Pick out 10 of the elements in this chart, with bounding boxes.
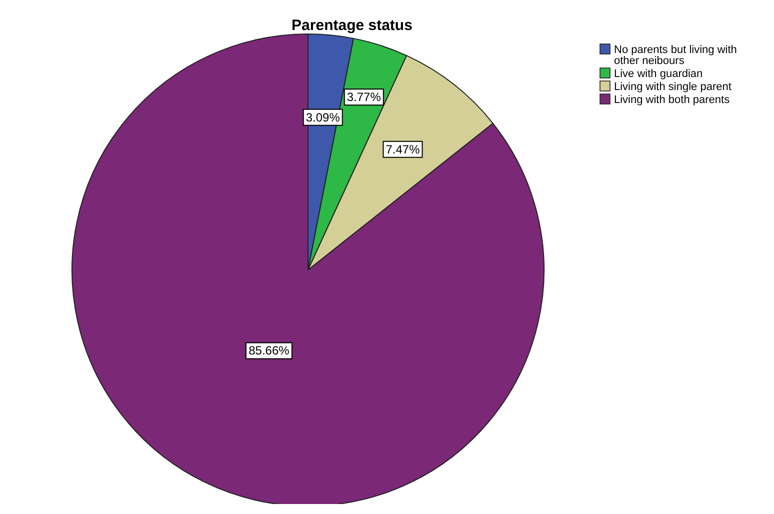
chart-title: Parentage status bbox=[292, 17, 412, 34]
data-label: 85.66% bbox=[248, 344, 290, 358]
legend-label: Live with guardian bbox=[614, 68, 703, 80]
data-label: 7.47% bbox=[386, 142, 420, 156]
data-label: 3.77% bbox=[346, 90, 382, 104]
legend-label: Living with single parent bbox=[614, 81, 732, 93]
legend-label: No parents but living with other neibours bbox=[614, 44, 737, 67]
legend-label: Living with both parents bbox=[614, 94, 730, 106]
pie-slice bbox=[72, 34, 544, 504]
data-label: 3.09% bbox=[306, 110, 340, 124]
